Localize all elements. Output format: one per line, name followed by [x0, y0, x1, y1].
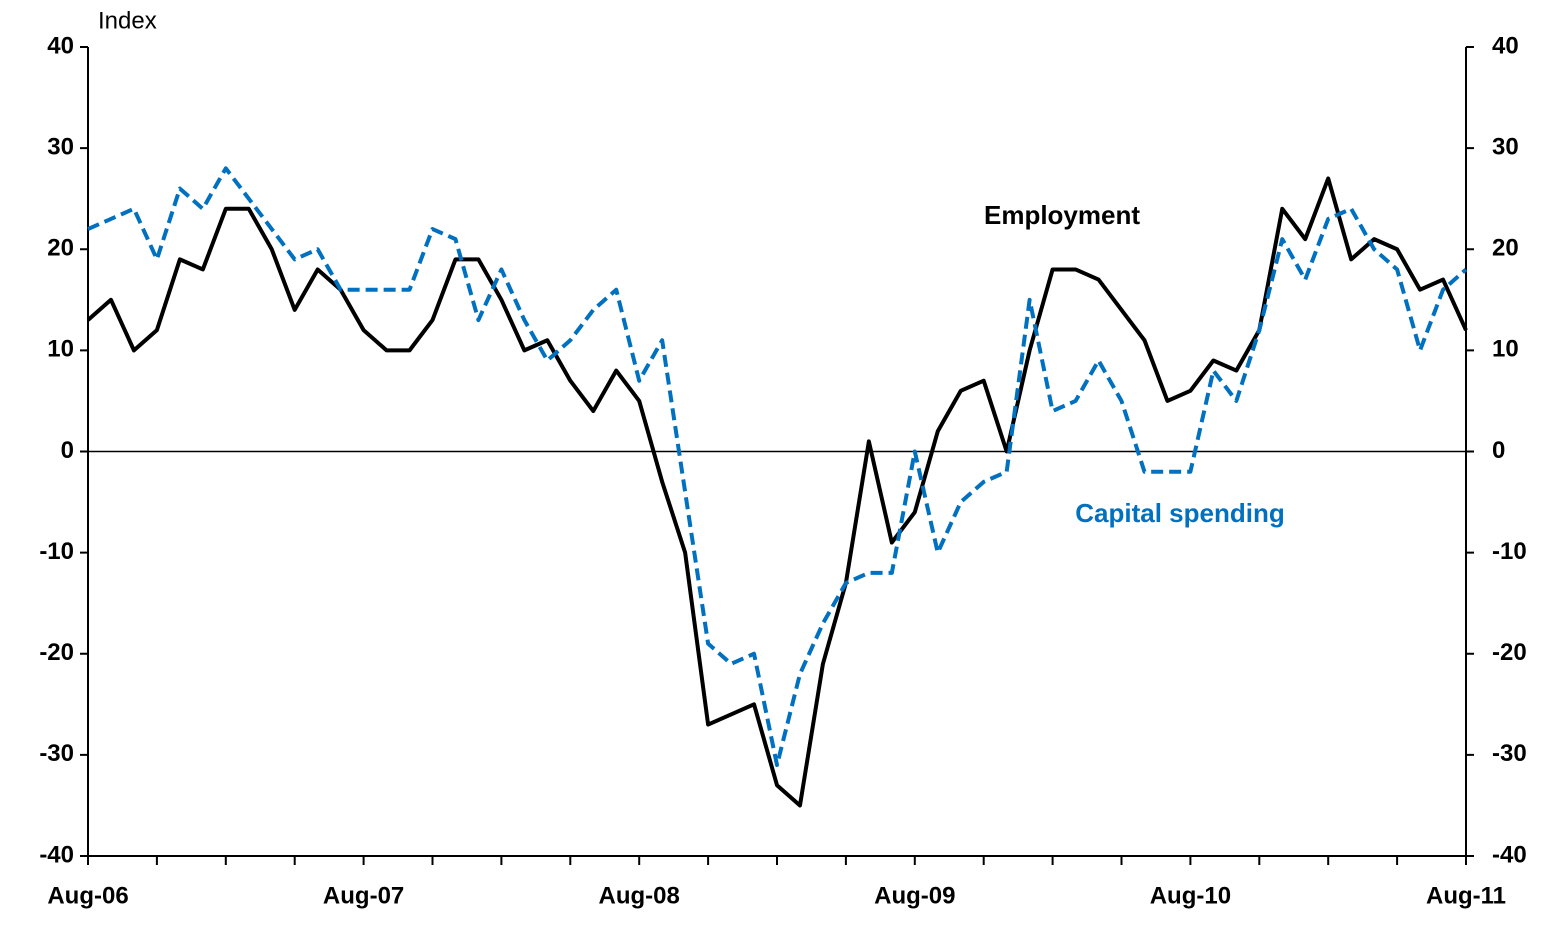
- y-tick-label: -40: [39, 841, 74, 868]
- series-line: [87, 166, 1468, 767]
- y2-tick-label: 20: [1492, 235, 1519, 262]
- y-tick-label: 30: [47, 133, 74, 160]
- y2-tick-label: 0: [1492, 437, 1505, 464]
- y-axis-label: Index: [98, 7, 157, 34]
- y2-tick-label: -30: [1492, 740, 1527, 767]
- y-tick-label: 20: [47, 235, 74, 262]
- x-tick-label: Aug-11: [1426, 882, 1506, 909]
- y-tick-label: 40: [47, 32, 74, 59]
- series-line: [86, 176, 1468, 808]
- y2-tick-label: -40: [1492, 841, 1527, 868]
- series-label: Capital spending: [1075, 498, 1284, 528]
- x-tick-label: Aug-09: [874, 882, 955, 909]
- x-tick-label: Aug-07: [323, 882, 404, 909]
- x-tick-label: Aug-08: [599, 882, 680, 909]
- series-label: Employment: [984, 200, 1140, 230]
- y-tick-label: -30: [39, 740, 74, 767]
- x-tick-label: Aug-10: [1150, 882, 1231, 909]
- y2-tick-label: 10: [1492, 336, 1519, 363]
- y-tick-label: -10: [39, 538, 74, 565]
- y2-tick-label: -20: [1492, 639, 1527, 666]
- y2-tick-label: 30: [1492, 133, 1519, 160]
- x-tick-label: Aug-06: [47, 882, 128, 909]
- y-tick-label: 0: [61, 437, 74, 464]
- y2-tick-label: 40: [1492, 32, 1519, 59]
- y2-tick-label: -10: [1492, 538, 1527, 565]
- y-tick-label: 10: [47, 336, 74, 363]
- y-tick-label: -20: [39, 639, 74, 666]
